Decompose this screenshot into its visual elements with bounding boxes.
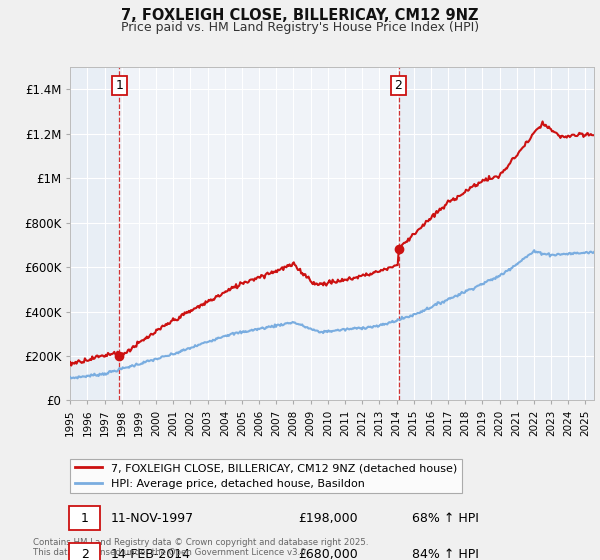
Text: 1: 1 [80, 512, 89, 525]
Text: £680,000: £680,000 [298, 548, 358, 560]
Text: 2: 2 [80, 548, 89, 560]
Text: Contains HM Land Registry data © Crown copyright and database right 2025.
This d: Contains HM Land Registry data © Crown c… [33, 538, 368, 557]
Text: 84% ↑ HPI: 84% ↑ HPI [412, 548, 479, 560]
Text: £198,000: £198,000 [298, 512, 358, 525]
Text: 2: 2 [395, 79, 403, 92]
Text: 11-NOV-1997: 11-NOV-1997 [111, 512, 194, 525]
Text: 68% ↑ HPI: 68% ↑ HPI [412, 512, 479, 525]
Bar [119, 67, 398, 400]
Text: 7, FOXLEIGH CLOSE, BILLERICAY, CM12 9NZ: 7, FOXLEIGH CLOSE, BILLERICAY, CM12 9NZ [121, 8, 479, 24]
Text: 14-FEB-2014: 14-FEB-2014 [111, 548, 191, 560]
Text: 1: 1 [116, 79, 124, 92]
Text: Price paid vs. HM Land Registry's House Price Index (HPI): Price paid vs. HM Land Registry's House … [121, 21, 479, 34]
Legend: 7, FOXLEIGH CLOSE, BILLERICAY, CM12 9NZ (detached house), HPI: Average price, de: 7, FOXLEIGH CLOSE, BILLERICAY, CM12 9NZ … [70, 459, 462, 493]
